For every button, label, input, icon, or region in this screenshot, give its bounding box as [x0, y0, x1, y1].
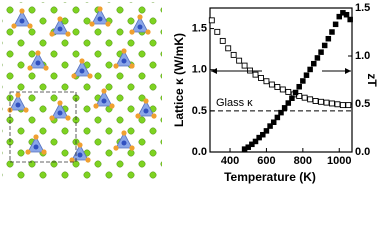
- open-marker: [301, 94, 308, 101]
- x-axis-label: Temperature (K): [224, 170, 316, 184]
- y-tick-label: 1.0: [192, 64, 207, 76]
- y2-tick-label: 0.5: [355, 98, 370, 110]
- filled-marker: [332, 21, 339, 28]
- open-marker: [208, 17, 215, 24]
- y2-tick-label: 0.0: [355, 146, 370, 158]
- open-marker: [263, 78, 270, 85]
- filled-marker: [318, 49, 324, 55]
- filled-marker: [249, 141, 255, 148]
- filled-marker: [321, 42, 328, 49]
- chart: 0.0 0.5 1.0 1.5 0.0 0.5 1.0 1.5 400 600 800 1000 Gla…: [192, 2, 371, 167]
- open-marker: [279, 86, 286, 93]
- filled-marker: [274, 114, 281, 121]
- open-marker: [274, 84, 281, 90]
- filled-marker: [245, 144, 251, 150]
- y2-tick-label: 1.5: [355, 2, 370, 14]
- x-tick-label: 400: [221, 155, 239, 167]
- x-tick-label: 1000: [327, 155, 351, 167]
- y2-axis-label: zT: [365, 73, 378, 87]
- filled-marker: [329, 29, 335, 35]
- filled-marker: [267, 123, 273, 129]
- crystal-structure: [2, 2, 162, 182]
- filled-marker: [260, 131, 266, 138]
- y-tick-label: 0.0: [192, 146, 207, 158]
- filled-marker: [303, 72, 310, 78]
- open-marker: [219, 37, 226, 44]
- filled-marker: [285, 100, 292, 106]
- open-marker: [225, 45, 232, 52]
- open-marker: [307, 96, 314, 103]
- y-axis-label: Lattice κ (W/mK): [172, 33, 186, 127]
- page: 0.0 0.5 1.0 1.5 0.0 0.5 1.0 1.5 400 600 800 1000 Gla…: [2, 1, 378, 185]
- filled-marker: [307, 66, 313, 73]
- x-tick-label: 600: [257, 155, 275, 167]
- filled-marker: [296, 83, 302, 90]
- filled-marker: [343, 11, 350, 18]
- filled-marker: [263, 128, 270, 134]
- open-marker: [334, 101, 341, 108]
- open-marker: [285, 88, 292, 95]
- open-marker: [312, 98, 319, 104]
- x-tick-label: 800: [294, 155, 312, 167]
- filled-marker: [252, 138, 259, 145]
- filled-marker: [289, 95, 295, 101]
- filled-marker: [314, 55, 321, 61]
- y2-tick-label: 1.0: [355, 50, 370, 62]
- plot-frame: [209, 7, 353, 153]
- open-marker: [329, 100, 335, 107]
- y-tick-label: 1.5: [192, 22, 207, 34]
- arrow-head: [211, 68, 217, 74]
- open-marker: [345, 102, 352, 109]
- filled-marker: [256, 134, 262, 141]
- filled-marker: [325, 35, 332, 42]
- open-marker: [258, 74, 264, 81]
- reference-label: Glass κ: [216, 97, 253, 109]
- open-marker: [236, 57, 243, 64]
- figure: 0.0 0.5 1.0 1.5 0.0 0.5 1.0 1.5 400 600 800 1000 Gla…: [2, 2, 378, 184]
- arrow-head: [345, 68, 351, 74]
- filled-marker: [270, 119, 277, 125]
- open-marker: [241, 62, 248, 69]
- open-marker: [323, 99, 330, 106]
- open-marker: [214, 28, 221, 35]
- filled-marker: [281, 105, 288, 111]
- open-marker: [252, 71, 259, 78]
- filled-marker: [300, 78, 306, 84]
- open-marker: [230, 51, 237, 58]
- open-marker: [268, 81, 275, 88]
- filled-marker: [336, 13, 343, 20]
- open-marker: [339, 102, 346, 109]
- open-marker: [296, 93, 303, 99]
- filled-marker: [278, 109, 284, 116]
- y-tick-label: 0.5: [192, 105, 207, 117]
- filled-marker: [311, 60, 317, 67]
- filled-marker: [347, 16, 353, 23]
- open-marker: [318, 98, 325, 105]
- filled-marker: [292, 89, 299, 96]
